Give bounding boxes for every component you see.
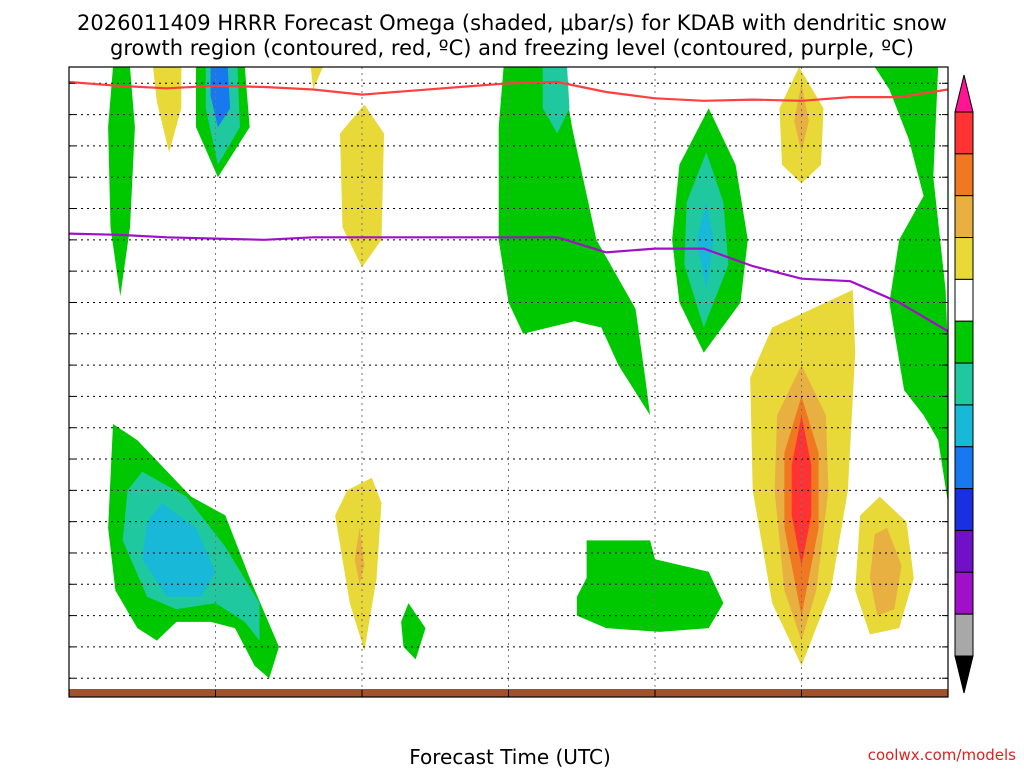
colorbar-swatch-6 bbox=[954, 320, 974, 364]
chart-title-line1: 2026011409 HRRR Forecast Omega (shaded, … bbox=[77, 11, 947, 35]
colorbar-swatch-7 bbox=[954, 362, 974, 406]
colorbar-swatch-9 bbox=[954, 446, 974, 490]
colorbar-swatch-5 bbox=[954, 278, 974, 322]
colorbar-swatch-11 bbox=[954, 529, 974, 573]
shade-gold-lower-15z bbox=[354, 527, 365, 585]
contour-lines bbox=[69, 80, 948, 333]
shade-yellow-tiny-14z bbox=[310, 67, 323, 90]
shade-gold-lower-right-02z bbox=[869, 527, 902, 616]
y-axis bbox=[69, 82, 948, 679]
contour-dendritic-growth-minus12 bbox=[69, 80, 948, 102]
shade-blue-upper-12z bbox=[210, 67, 231, 128]
x-axis bbox=[68, 690, 949, 697]
colorbar-top-arrow bbox=[954, 74, 974, 113]
colorbar-swatch-10 bbox=[954, 488, 974, 531]
shade-green-tall-18z bbox=[498, 67, 651, 416]
grid-lines bbox=[69, 67, 948, 697]
shaded-regions bbox=[108, 67, 948, 679]
colorbar bbox=[954, 74, 974, 694]
credit-text: coolwx.com/models bbox=[868, 746, 1016, 764]
colorbar-swatch-2 bbox=[954, 153, 974, 197]
plot-area bbox=[68, 66, 949, 698]
colorbar-swatch-4 bbox=[954, 237, 974, 280]
colorbar-swatch-1 bbox=[954, 111, 974, 155]
colorbar-swatch-13 bbox=[954, 613, 974, 657]
colorbar-swatch-3 bbox=[954, 195, 974, 239]
shade-yellow-mid-15z bbox=[340, 104, 384, 268]
shade-green-small-16z bbox=[401, 603, 426, 660]
colorbar-swatch-12 bbox=[954, 571, 974, 615]
shade-blue-light-lower-11z bbox=[142, 502, 216, 597]
shade-green-right-edge-02z bbox=[874, 67, 948, 503]
shade-blue-light-upper-right-22z bbox=[696, 202, 714, 290]
chart-title-line2: growth region (contoured, red, ºC) and f… bbox=[110, 36, 914, 60]
shade-gold-upper-00z bbox=[794, 83, 809, 153]
shade-green-upper-09z bbox=[108, 67, 135, 297]
colorbar-bottom-arrow bbox=[954, 655, 974, 694]
colorbar-swatch-8 bbox=[954, 404, 974, 448]
x-axis-label: Forecast Time (UTC) bbox=[409, 745, 611, 768]
shade-green-lower-21z bbox=[576, 540, 724, 632]
contour-freezing-level-0 bbox=[69, 232, 948, 333]
